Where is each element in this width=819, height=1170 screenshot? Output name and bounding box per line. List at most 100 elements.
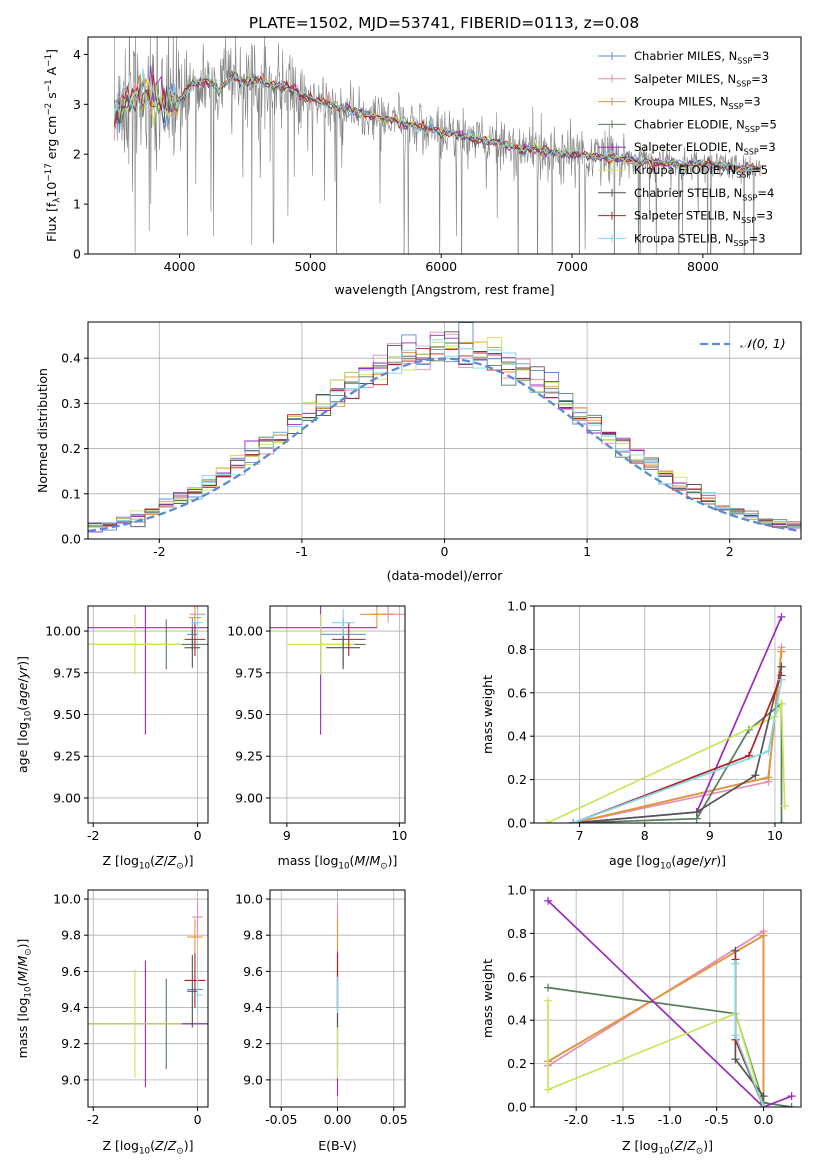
label-part: =3 <box>749 231 766 245</box>
y-tick-label: 10.00 <box>227 624 263 639</box>
y-tick-label: 9.75 <box>53 665 81 680</box>
label-part: Salpeter MILES, N <box>634 72 736 86</box>
y-tick-label: 10.0 <box>53 892 81 907</box>
age_vs_mass-grid <box>270 606 405 823</box>
y-tick-label: 9.4 <box>243 1000 263 1015</box>
label-part: ( <box>350 853 355 868</box>
x-tick-label: 9 <box>283 828 291 843</box>
data-point <box>543 819 552 823</box>
y-axis-label: age [log10(age/yr)] <box>15 656 34 773</box>
y-tick-label: 0.0 <box>61 532 81 547</box>
spectrum-axes-frame <box>87 36 802 255</box>
label-part: 10 <box>660 862 671 872</box>
weight_vs_age-grid <box>534 605 801 824</box>
series-chabrier-stelib <box>573 666 783 823</box>
label-part: / <box>164 853 169 868</box>
label-part: yr <box>15 665 30 679</box>
data-point <box>692 808 701 817</box>
weight_vs_age-plot <box>543 612 789 823</box>
data-point <box>787 1092 796 1101</box>
label-part: )] <box>703 1138 713 1153</box>
data-point <box>759 1103 768 1107</box>
label-part: SSP <box>737 57 752 66</box>
label-part: / <box>15 966 30 971</box>
y-axis-label: Normed distribution <box>35 368 50 493</box>
label-part: ⊙ <box>696 1147 703 1157</box>
label-part: wavelength [Angstrom, rest frame] <box>334 282 554 297</box>
label-part: )] <box>15 939 30 949</box>
mass_vs_ebv-panel: -0.05 0.00 0.05 9.0 9.2 9.4 9.6 9.8 10.0 E(B-V) <box>235 889 408 1153</box>
model-line-salpeter-stelib <box>113 74 761 173</box>
x-axis-label: Z [log10(Z/Z⊙)] <box>103 1138 194 1157</box>
label-part: Z [log <box>103 1138 139 1153</box>
series-kroupa-elodie <box>546 703 786 823</box>
label-part: )] <box>184 1138 194 1153</box>
data-point <box>731 959 740 968</box>
y-tick-label: 9.00 <box>235 790 263 805</box>
x-tick-label: 0 <box>194 1112 202 1127</box>
data-point <box>731 1055 740 1064</box>
series-chabrier-elodie <box>573 701 783 823</box>
x-tick-label: 1 <box>583 544 591 559</box>
label-part: 10 <box>24 986 34 997</box>
data-point <box>777 662 786 671</box>
y-tick-label: 9.8 <box>243 928 263 943</box>
data-point <box>777 647 786 656</box>
y-tick-label: 0.2 <box>507 772 527 787</box>
label-part: age <box>676 853 700 868</box>
x-axis-label: Z [log10(Z/Z⊙)] <box>622 1138 713 1157</box>
weight_vs_age-axes-frame <box>533 605 802 824</box>
x-tick-label: 0 <box>441 544 449 559</box>
x-tick-label: -0.5 <box>704 1112 728 1127</box>
y-tick-label: 0.4 <box>61 351 81 366</box>
y-tick-label: 0.4 <box>507 1013 527 1028</box>
label-part: SSP <box>736 171 751 180</box>
data-point <box>731 1031 740 1040</box>
residuals-panel: -2 -1 0 1 2 0.0 0.1 0.2 0.3 0.4 𝒩(0, 1) (data-model… <box>35 321 802 583</box>
y-axis-label: mass weight <box>480 959 495 1038</box>
label-part: =5 <box>760 117 777 131</box>
y-tick-label: 9.4 <box>61 1000 81 1015</box>
mass_vs_ebv-frame: -0.05 0.00 0.05 9.0 9.2 9.4 9.6 9.8 10.0 E(B-V) <box>235 889 408 1153</box>
y-tick-label: 0.0 <box>507 1100 527 1115</box>
label-part: / <box>683 1138 688 1153</box>
y-tick-label: 9.00 <box>53 790 81 805</box>
legend-entry: Kroupa MILES, NSSP=3 <box>634 95 761 112</box>
label-part: −1 <box>44 79 54 92</box>
data-point <box>751 771 760 780</box>
series-kroupa-elodie <box>547 1000 765 1107</box>
x-axis-label: E(B-V) <box>318 1138 357 1153</box>
label-part: ⊙ <box>380 862 387 872</box>
data-point <box>759 931 768 940</box>
mass_vs_Z-grid <box>88 890 208 1107</box>
residuals-plot <box>88 322 801 539</box>
x-tick-label: 8000 <box>687 259 719 274</box>
y-tick-label: 9.75 <box>235 665 263 680</box>
data-point <box>759 1092 768 1101</box>
y-tick-label: 2 <box>73 147 81 162</box>
series-chabrier-miles <box>572 651 783 823</box>
label-part: =3 <box>759 140 776 154</box>
label-part: 10 <box>338 862 349 872</box>
label-part: SSP <box>741 216 756 225</box>
x-tick-label: 0 <box>194 828 202 843</box>
weight_vs_Z-grid <box>534 889 801 1108</box>
label-part: Z <box>674 1138 684 1153</box>
series-kroupa-miles <box>547 934 765 1107</box>
label-part: Salpeter ELODIE, N <box>634 140 744 154</box>
weight_vs_Z-plot <box>544 896 796 1107</box>
y-axis-label: Flux [fλ10−17 erg cm−2 s−1 A−1] <box>44 49 63 242</box>
legend-entry: Salpeter MILES, NSSP=3 <box>634 72 768 89</box>
x-tick-label: -0.05 <box>265 1112 297 1127</box>
y-tick-label: 9.8 <box>61 928 81 943</box>
y-tick-label: 9.25 <box>53 749 81 764</box>
label-part: =4 <box>757 186 774 200</box>
label-part: Z [log <box>103 853 139 868</box>
x-tick-label: 8 <box>641 828 649 843</box>
x-tick-label: 0.05 <box>380 1112 408 1127</box>
